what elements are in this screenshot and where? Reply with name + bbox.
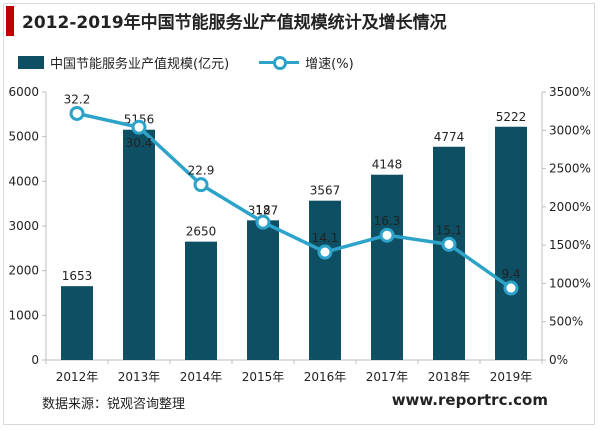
source-note: 数据来源：锐观咨询整理 bbox=[42, 397, 186, 412]
bar bbox=[309, 200, 341, 360]
line-data-label: 30.4 bbox=[126, 136, 153, 150]
growth-point bbox=[69, 105, 85, 121]
bar-data-label: 4774 bbox=[434, 130, 465, 144]
bar bbox=[371, 174, 403, 360]
x-tick-label: 2016年 bbox=[304, 370, 347, 384]
line-data-label: 18 bbox=[255, 203, 270, 217]
left-tick-label: 0 bbox=[31, 353, 39, 367]
right-tick-label: 1000% bbox=[549, 276, 591, 290]
left-tick-label: 4000 bbox=[8, 174, 39, 188]
bar bbox=[495, 126, 527, 360]
line-data-label: 14.1 bbox=[312, 231, 339, 245]
line-data-label: 9.4 bbox=[501, 267, 520, 281]
growth-point bbox=[317, 244, 333, 260]
growth-point bbox=[441, 236, 457, 252]
growth-line bbox=[76, 111, 513, 290]
growth-point bbox=[379, 227, 395, 243]
growth-point bbox=[503, 280, 519, 296]
right-tick-label: 3000% bbox=[549, 123, 591, 137]
legend-bar-swatch bbox=[18, 55, 44, 69]
bar bbox=[185, 241, 217, 360]
bar-data-label: 3567 bbox=[310, 184, 341, 198]
bar-data-label: 5222 bbox=[496, 110, 527, 124]
legend: 中国节能服务业产值规模(亿元) 增速(%) bbox=[18, 52, 354, 72]
right-tick-label: 500% bbox=[549, 315, 583, 329]
bar-data-label: 3127 bbox=[248, 203, 279, 217]
growth-point bbox=[131, 119, 147, 135]
bar-data-label: 2650 bbox=[186, 225, 217, 239]
title-accent-bar bbox=[6, 6, 14, 36]
left-tick-label: 6000 bbox=[8, 85, 39, 99]
x-tick-label: 2015年 bbox=[242, 370, 285, 384]
bar-data-label: 5156 bbox=[124, 113, 155, 127]
line-data-label: 22.9 bbox=[188, 164, 215, 178]
growth-point bbox=[193, 177, 209, 193]
legend-line-swatch bbox=[259, 55, 300, 70]
legend-line-label: 增速(%) bbox=[305, 56, 354, 72]
website-url: www.reportrc.com bbox=[391, 391, 548, 409]
x-tick-label: 2017年 bbox=[366, 370, 409, 384]
x-tick-label: 2014年 bbox=[180, 370, 223, 384]
bar bbox=[61, 286, 93, 360]
x-tick-label: 2018年 bbox=[428, 370, 471, 384]
bar-data-label: 4148 bbox=[372, 158, 403, 172]
x-tick-label: 2013年 bbox=[118, 370, 161, 384]
line-data-label: 32.2 bbox=[64, 92, 91, 106]
bar-data-label: 1653 bbox=[62, 269, 93, 283]
right-tick-label: 1500% bbox=[549, 238, 591, 252]
x-tick-label: 2019年 bbox=[490, 370, 533, 384]
x-tick-label: 2012年 bbox=[56, 370, 99, 384]
bar bbox=[247, 220, 279, 360]
left-tick-label: 5000 bbox=[8, 130, 39, 144]
chart-title: 2012-2019年中国节能服务业产值规模统计及增长情况 bbox=[22, 13, 447, 33]
right-tick-label: 0% bbox=[549, 353, 568, 367]
left-tick-label: 3000 bbox=[8, 219, 39, 233]
left-tick-label: 1000 bbox=[8, 308, 39, 322]
line-data-label: 15.1 bbox=[436, 223, 463, 237]
growth-point bbox=[255, 214, 271, 230]
right-tick-label: 2500% bbox=[549, 162, 591, 176]
right-tick-label: 2000% bbox=[549, 200, 591, 214]
bar bbox=[123, 129, 155, 360]
left-tick-label: 2000 bbox=[8, 264, 39, 278]
line-data-label: 16.3 bbox=[374, 214, 401, 228]
right-tick-label: 3500% bbox=[549, 85, 591, 99]
legend-bar-label: 中国节能服务业产值规模(亿元) bbox=[50, 56, 230, 72]
